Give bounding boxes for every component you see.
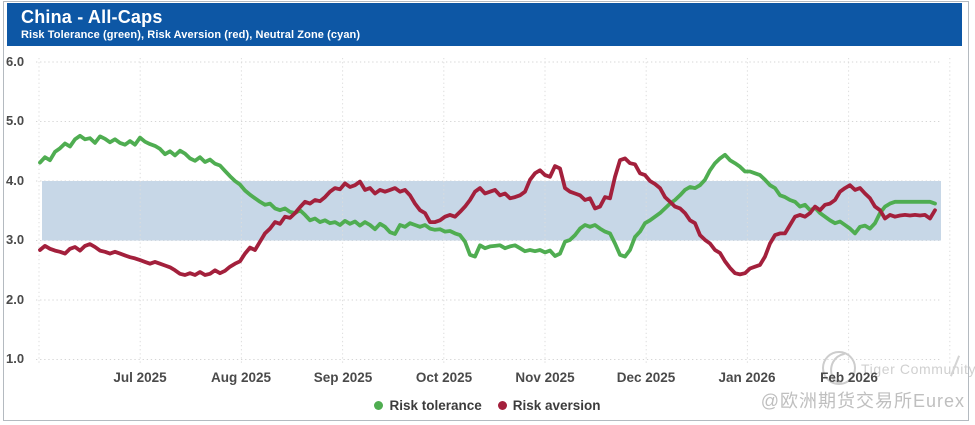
legend-label-risk-aversion: Risk aversion [512, 397, 601, 413]
y-tick-label-2: 2.0 [6, 292, 25, 307]
y-tick-label-5: 5.0 [6, 113, 25, 128]
legend-item-risk-tolerance[interactable]: Risk tolerance [374, 397, 482, 413]
legend: Risk tolerance Risk aversion [0, 395, 975, 415]
legend-label-risk-tolerance: Risk tolerance [389, 397, 482, 413]
risk-tolerance-marker-icon [374, 400, 384, 410]
chart-header: China - All-Caps Risk Tolerance (green),… [7, 3, 962, 46]
y-tick-label-3: 3.0 [6, 232, 25, 247]
tiger-logo-icon [820, 349, 858, 387]
watermark-handle-text: @欧洲期货交易所Eurex [760, 391, 965, 411]
x-tick-label-nov-2025: Nov 2025 [515, 370, 575, 385]
risk-aversion-marker-icon [497, 400, 507, 410]
y-tick-label-6: 6.0 [6, 54, 25, 69]
legend-item-risk-aversion[interactable]: Risk aversion [497, 397, 601, 413]
x-tick-label-jan-2026: Jan 2026 [718, 370, 776, 385]
y-tick-label-1: 1.0 [6, 351, 25, 366]
x-tick-label-aug-2025: Aug 2025 [210, 370, 272, 385]
risk-tolerance-line [38, 133, 937, 259]
risk-aversion-line [38, 156, 937, 277]
watermark-community-text: Tiger Community [861, 361, 975, 377]
x-tick-label-dec-2025: Dec 2025 [616, 370, 676, 385]
x-tick-label-oct-2025: Oct 2025 [415, 370, 473, 385]
x-tick-label-sep-2025: Sep 2025 [313, 370, 373, 385]
chart-subtitle: Risk Tolerance (green), Risk Aversion (r… [21, 29, 361, 41]
y-tick-label-4: 4.0 [6, 173, 25, 188]
x-tick-label-jul-2025: Jul 2025 [113, 370, 167, 385]
chart-title: China - All-Caps [21, 7, 163, 27]
x-tick-label-feb-2026: Feb 2026 [820, 370, 878, 385]
